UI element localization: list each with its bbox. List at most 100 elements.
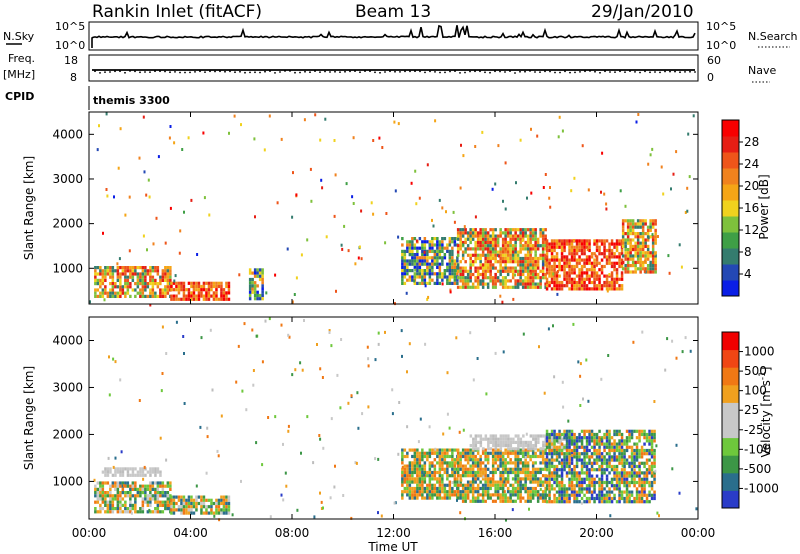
range-cell [159, 500, 162, 504]
scatter-cell [621, 464, 624, 468]
range-cell [605, 432, 609, 437]
range-cell [634, 267, 637, 271]
range-cell [182, 498, 186, 502]
range-cell [630, 445, 634, 449]
range-cell [526, 464, 530, 468]
scatter-cell [462, 243, 465, 247]
range-cell [598, 464, 601, 469]
range-cell [521, 272, 525, 277]
range-cell [192, 297, 196, 301]
range-cell [639, 254, 642, 258]
range-cell [486, 493, 490, 497]
range-cell [406, 467, 409, 471]
range-cell [625, 477, 629, 481]
range-cell [555, 436, 559, 440]
range-cell [464, 451, 467, 455]
range-cell [156, 497, 160, 501]
range-cell [121, 473, 125, 477]
range-cell [139, 278, 142, 282]
range-cell [451, 467, 454, 471]
scatter-cell [468, 456, 471, 460]
nsearch-label: N.Search [748, 30, 798, 43]
range-cell [578, 458, 581, 462]
scatter-cell [175, 320, 178, 324]
range-cell [650, 448, 654, 453]
range-cell [159, 484, 162, 488]
range-cell [526, 461, 530, 465]
range-cell [96, 278, 100, 282]
scatter-cell [319, 491, 321, 495]
range-cell [534, 480, 537, 484]
range-cell [461, 490, 465, 494]
range-cell [253, 284, 257, 288]
scatter-cell [462, 428, 465, 432]
range-cell [177, 297, 181, 301]
range-cell [548, 464, 551, 469]
range-cell [568, 493, 571, 497]
range-cell [428, 448, 432, 452]
range-cell [476, 496, 480, 500]
range-cell [421, 454, 424, 459]
range-cell [514, 464, 517, 468]
range-cell [494, 256, 497, 261]
range-cell [634, 241, 637, 245]
range-cell [411, 464, 414, 468]
range-cell [544, 237, 547, 241]
scatter-cell [600, 377, 603, 381]
range-cell [608, 248, 611, 253]
range-cell [451, 470, 454, 475]
range-cell [170, 294, 173, 298]
scatter-cell [587, 399, 590, 403]
range-cell [570, 468, 574, 472]
range-cell [524, 440, 528, 444]
range-cell [509, 266, 512, 270]
range-cell [603, 248, 606, 253]
range-cell [408, 275, 412, 279]
range-cell [484, 467, 487, 471]
range-cell [621, 254, 625, 258]
range-cell [545, 264, 549, 269]
range-cell [555, 258, 559, 262]
range-cell [491, 448, 495, 452]
scatter-cell [187, 136, 190, 140]
range-cell [114, 484, 117, 488]
range-cell [149, 503, 152, 507]
range-cell [548, 487, 551, 491]
range-cell [408, 496, 412, 500]
range-cell [643, 474, 646, 478]
range-cell [529, 256, 532, 261]
range-cell [464, 467, 467, 471]
range-cell [202, 495, 206, 499]
range-cell [438, 474, 442, 478]
range-cell [217, 297, 221, 301]
scatter-cell [241, 389, 244, 393]
range-cell [545, 277, 549, 281]
range-cell [496, 279, 500, 283]
range-cell [116, 278, 120, 282]
range-cell [568, 280, 571, 285]
range-cell [104, 266, 107, 270]
range-cell [456, 467, 460, 471]
range-cell [598, 448, 601, 453]
range-cell [484, 253, 487, 257]
range-cell [593, 280, 596, 285]
range-cell [129, 494, 132, 498]
range-cell [529, 263, 532, 267]
range-cell [418, 265, 422, 269]
range-cell [222, 508, 226, 512]
scatter-cell [538, 345, 540, 349]
scatter-cell [448, 426, 451, 430]
range-cell [474, 256, 477, 261]
range-cell [644, 241, 647, 245]
range-cell [560, 258, 564, 262]
range-cell [516, 256, 520, 261]
range-cell [149, 272, 152, 276]
range-cell [401, 477, 404, 481]
range-cell [222, 288, 226, 292]
nave-point [659, 71, 661, 74]
range-cell [532, 444, 535, 448]
range-cell [524, 499, 527, 503]
range-cell [487, 437, 490, 441]
scatter-cell [377, 331, 380, 335]
range-cell [461, 285, 465, 289]
